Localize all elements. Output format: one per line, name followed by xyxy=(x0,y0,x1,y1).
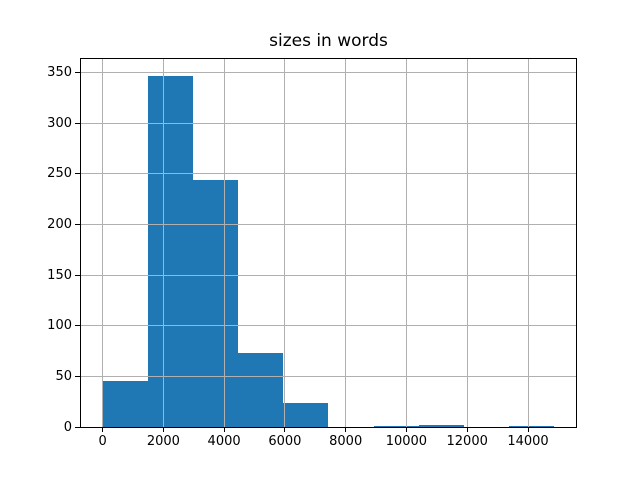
histogram-bar xyxy=(147,75,193,427)
gridline-horizontal xyxy=(80,173,577,175)
histogram-bar xyxy=(283,402,329,427)
y-tick xyxy=(75,375,80,377)
y-tick xyxy=(75,325,80,327)
y-tick xyxy=(75,426,80,428)
histogram-bar xyxy=(418,425,465,427)
x-tick-label: 4000 xyxy=(207,434,241,449)
x-tick-label: 8000 xyxy=(329,434,363,449)
gridline-horizontal xyxy=(80,375,577,377)
gridline-horizontal xyxy=(80,223,577,225)
y-tick xyxy=(75,274,80,276)
x-tick xyxy=(223,428,225,432)
x-tick xyxy=(466,428,468,432)
y-tick-label: 350 xyxy=(47,65,72,80)
y-tick xyxy=(75,173,80,175)
gridline-horizontal xyxy=(80,325,577,327)
x-tick xyxy=(405,428,407,432)
gridline-vertical xyxy=(162,58,164,427)
histogram-bar xyxy=(238,353,284,427)
gridline-horizontal xyxy=(80,274,577,276)
y-tick xyxy=(75,72,80,73)
gridline-vertical xyxy=(405,58,407,427)
x-tick xyxy=(162,428,164,432)
y-tick-label: 150 xyxy=(47,267,72,283)
chart-title: sizes in words xyxy=(269,31,388,51)
gridline-vertical xyxy=(527,58,529,427)
gridline-horizontal xyxy=(80,426,577,428)
x-tick xyxy=(527,428,529,432)
gridline-vertical xyxy=(284,58,286,427)
histogram-bar xyxy=(102,381,148,427)
x-tick xyxy=(102,428,104,432)
histogram-bar xyxy=(193,179,239,427)
gridline-vertical xyxy=(102,58,104,427)
x-tick-label: 6000 xyxy=(268,434,302,449)
y-tick-label: 50 xyxy=(55,368,72,384)
gridline-horizontal xyxy=(80,72,577,73)
x-tick xyxy=(284,428,286,432)
y-tick-label: 250 xyxy=(47,166,72,182)
gridline-horizontal xyxy=(80,122,577,124)
gridline-vertical xyxy=(466,58,468,427)
x-tick-label: 0 xyxy=(98,434,107,449)
gridline-vertical xyxy=(223,58,225,427)
y-tick-label: 100 xyxy=(47,318,72,334)
x-tick-label: 12000 xyxy=(446,434,488,449)
y-tick xyxy=(75,122,80,124)
x-tick-label: 10000 xyxy=(385,434,428,449)
x-tick-label: 2000 xyxy=(146,434,180,449)
x-tick-label: 14000 xyxy=(507,434,549,449)
y-tick-label: 0 xyxy=(63,419,72,435)
y-tick-label: 200 xyxy=(47,216,72,232)
x-tick xyxy=(345,428,347,432)
y-tick-label: 300 xyxy=(47,115,72,131)
gridline-vertical xyxy=(345,58,347,427)
y-tick xyxy=(75,223,80,225)
